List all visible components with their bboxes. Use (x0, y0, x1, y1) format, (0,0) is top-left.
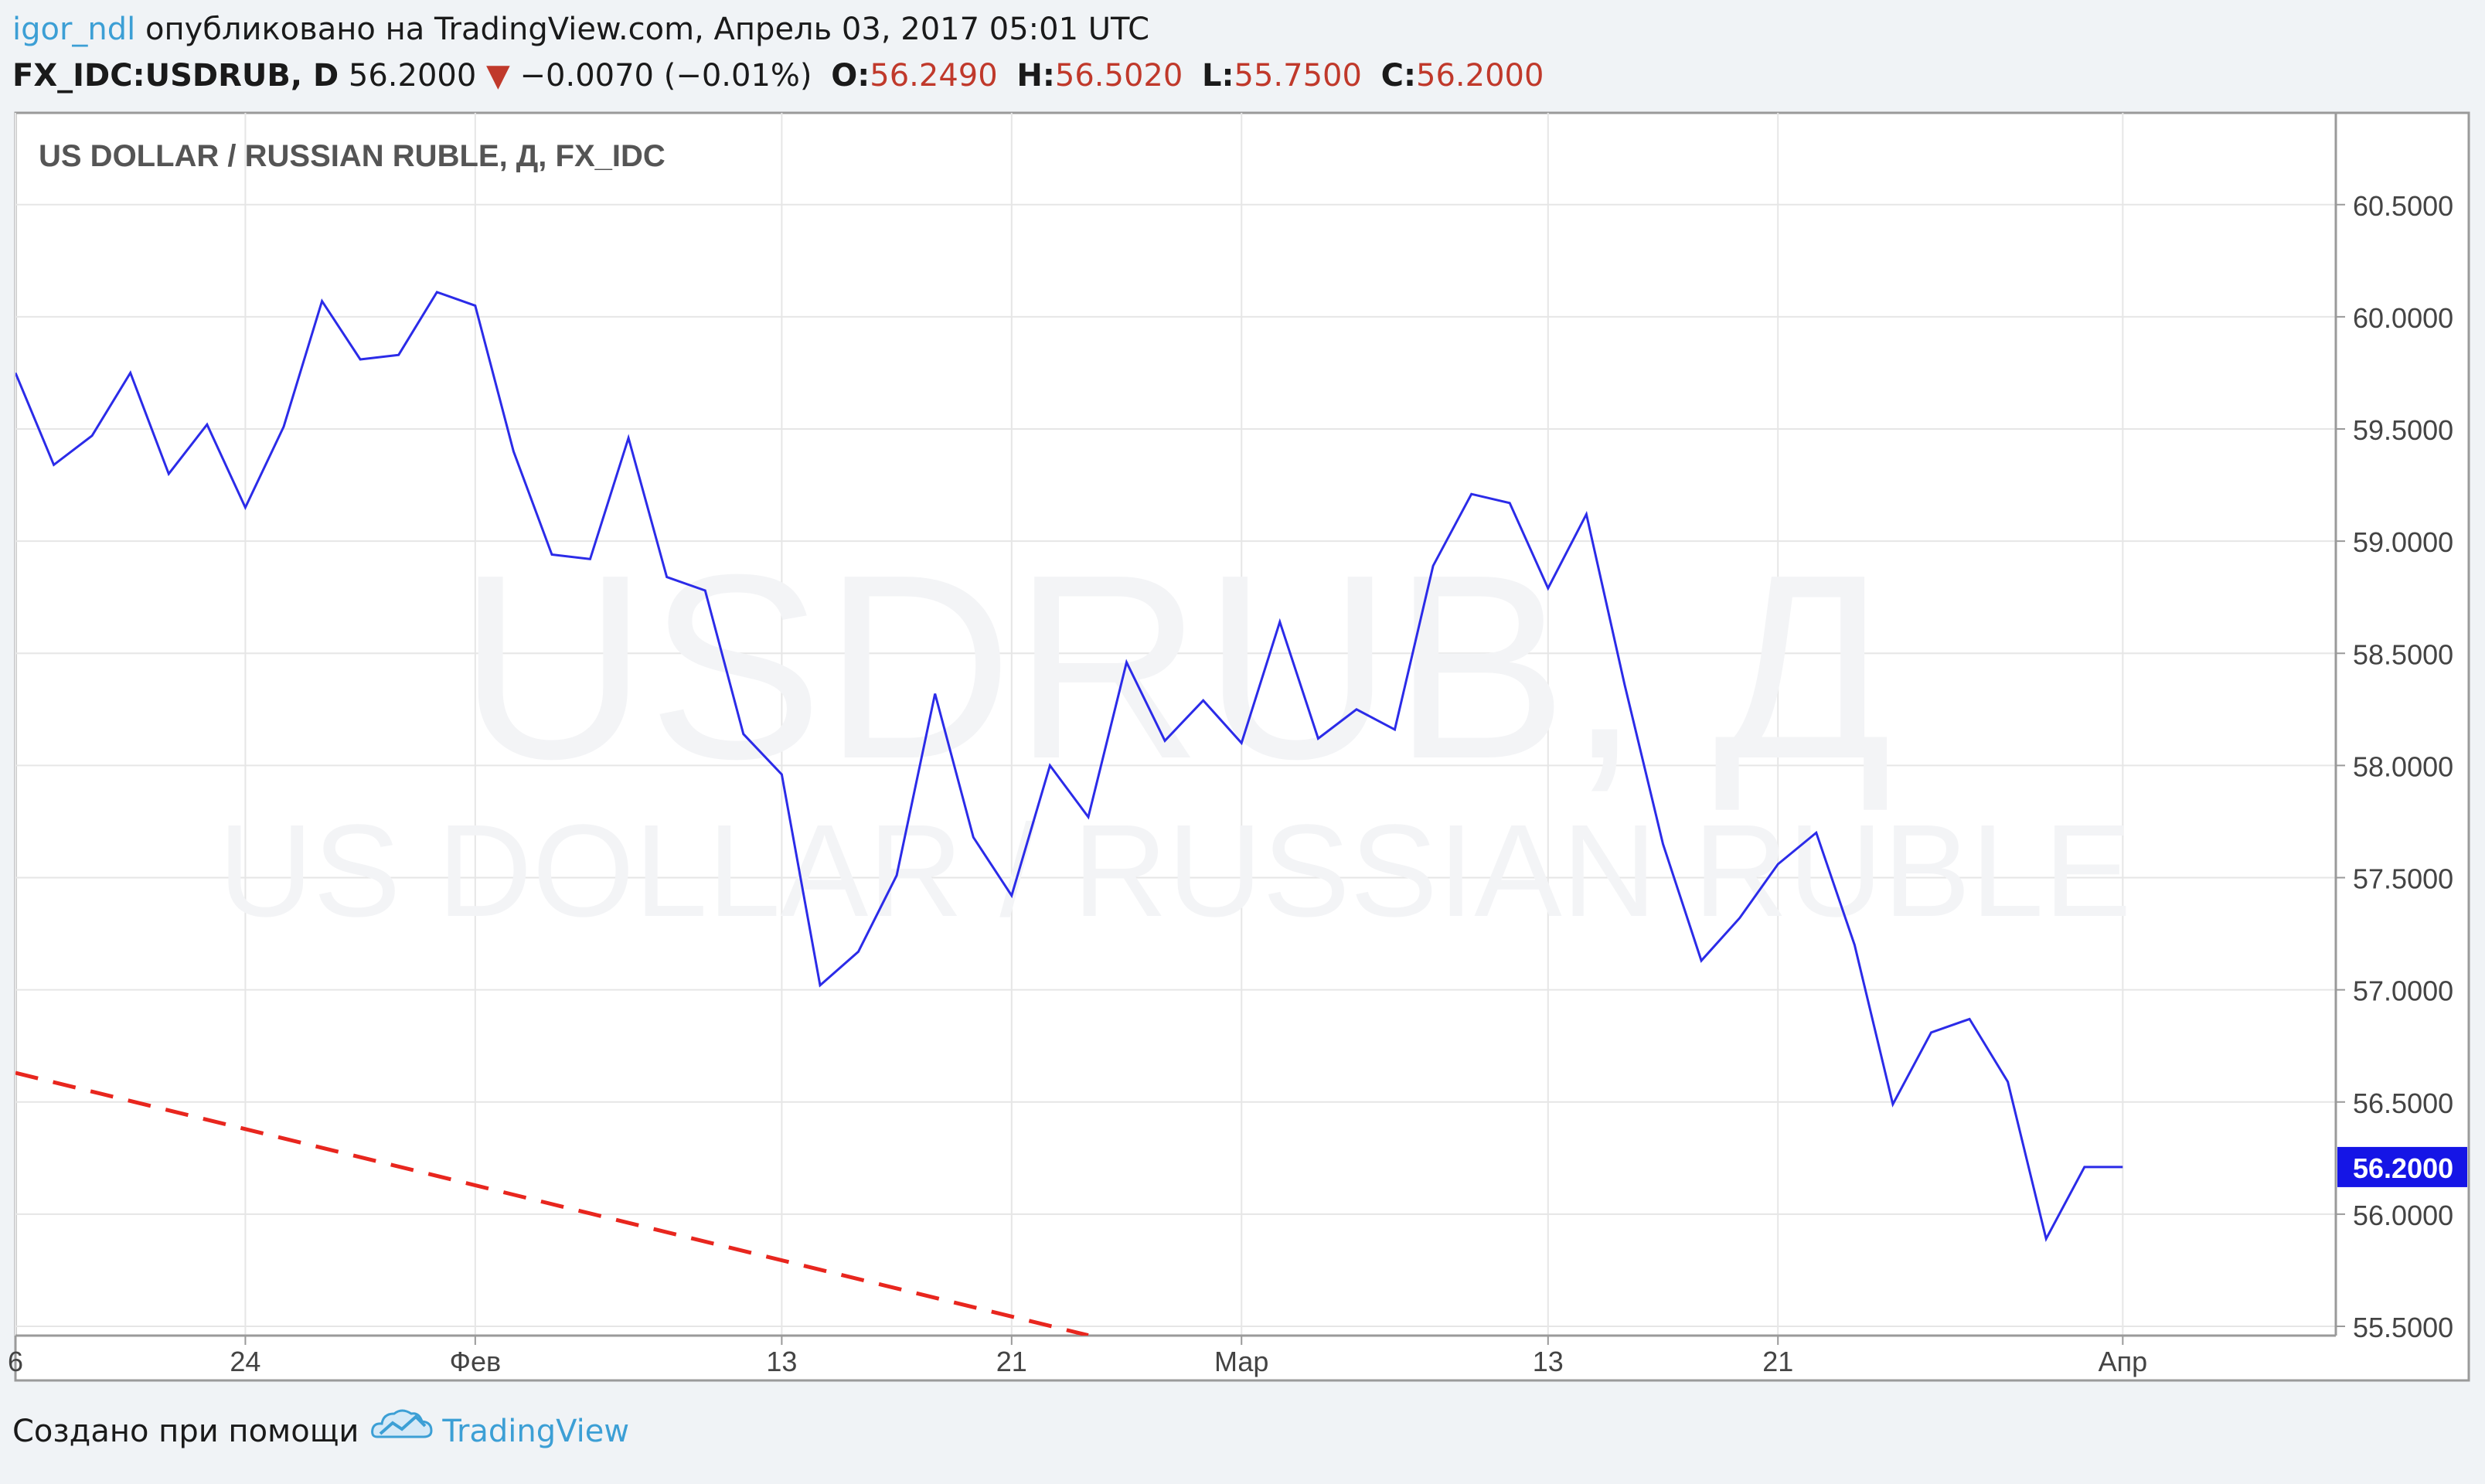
created-with-text: Создано при помощи (12, 1414, 359, 1449)
open-label: O: (831, 58, 870, 94)
x-tick-label: 21 (996, 1346, 1027, 1377)
low-label: L: (1202, 58, 1234, 94)
y-tick-label: 56.0000 (2353, 1200, 2453, 1231)
tradingview-link[interactable]: TradingView (442, 1414, 630, 1449)
x-tick-label: Мар (1214, 1346, 1268, 1377)
chart-watermark: USDRUB, Д US DOLLAR / RUSSIAN RUBLE (218, 520, 2131, 945)
y-tick-label: 55.5000 (2353, 1312, 2453, 1343)
last-price-marker: 56.2000 (2337, 1146, 2467, 1187)
y-tick-label: 60.0000 (2353, 302, 2453, 334)
chart-grid (15, 113, 2336, 1336)
x-tick-label: 21 (1762, 1346, 1793, 1377)
series-group (15, 291, 2123, 1336)
tradingview-cloud-icon[interactable] (369, 1403, 434, 1460)
x-tick-label: 13 (766, 1346, 797, 1377)
x-tick-label: 24 (230, 1346, 260, 1377)
author-link[interactable]: igor_ndl (12, 12, 136, 47)
watermark-name: US DOLLAR / RUSSIAN RUBLE (218, 798, 2131, 945)
close-label: C: (1380, 58, 1416, 94)
x-tick-label: 13 (1533, 1346, 1564, 1377)
change-value: −0.0070 (−0.01%) (519, 58, 812, 94)
ticker-line: FX_IDC:USDRUB, D 56.2000 ▼ −0.0070 (−0.0… (12, 54, 1544, 97)
y-tick-label: 58.0000 (2353, 751, 2453, 782)
published-text: опубликовано на TradingView.com, Апрель … (135, 12, 1150, 47)
trend-line (15, 1070, 1089, 1336)
footer: Создано при помощи TradingView (12, 1403, 629, 1460)
watermark-symbol: USDRUB, Д (458, 520, 1892, 814)
series-line (15, 291, 2123, 1242)
open-value: 56.2490 (870, 58, 998, 94)
high-label: H: (1016, 58, 1055, 94)
y-tick-label: 57.5000 (2353, 863, 2453, 895)
time-axis[interactable]: 6 24 Фев 13 21 Мар 13 21 Апр (8, 1336, 2147, 1377)
x-tick-label: 6 (8, 1346, 23, 1377)
chart-title: US DOLLAR / RUSSIAN RUBLE, Д, FX_IDC (39, 139, 666, 173)
price-value: 56.2000 (348, 58, 477, 94)
y-tick-label: 59.5000 (2353, 414, 2453, 446)
y-tick-label: 56.5000 (2353, 1087, 2453, 1119)
down-arrow-icon: ▼ (486, 58, 510, 94)
y-tick-label: 57.0000 (2353, 975, 2453, 1007)
close-value: 56.2000 (1416, 58, 1544, 94)
x-tick-label: Апр (2099, 1346, 2148, 1377)
low-value: 55.7500 (1234, 58, 1362, 94)
last-price-label-bg (2337, 1146, 2467, 1187)
y-tick-label: 59.0000 (2353, 526, 2453, 558)
y-tick-label: 58.5000 (2353, 638, 2453, 670)
price-axis[interactable]: 55.5000 56.0000 56.5000 57.0000 57.5000 58.00… (2336, 190, 2453, 1343)
symbol-label: FX_IDC:USDRUB, D (12, 58, 339, 94)
x-tick-label: Фев (450, 1346, 502, 1377)
last-price-label: 56.2000 (2353, 1152, 2453, 1184)
high-value: 56.5020 (1054, 58, 1183, 94)
publication-line: igor_ndl опубликовано на TradingView.com… (12, 8, 1149, 51)
y-tick-label: 60.5000 (2353, 190, 2453, 222)
